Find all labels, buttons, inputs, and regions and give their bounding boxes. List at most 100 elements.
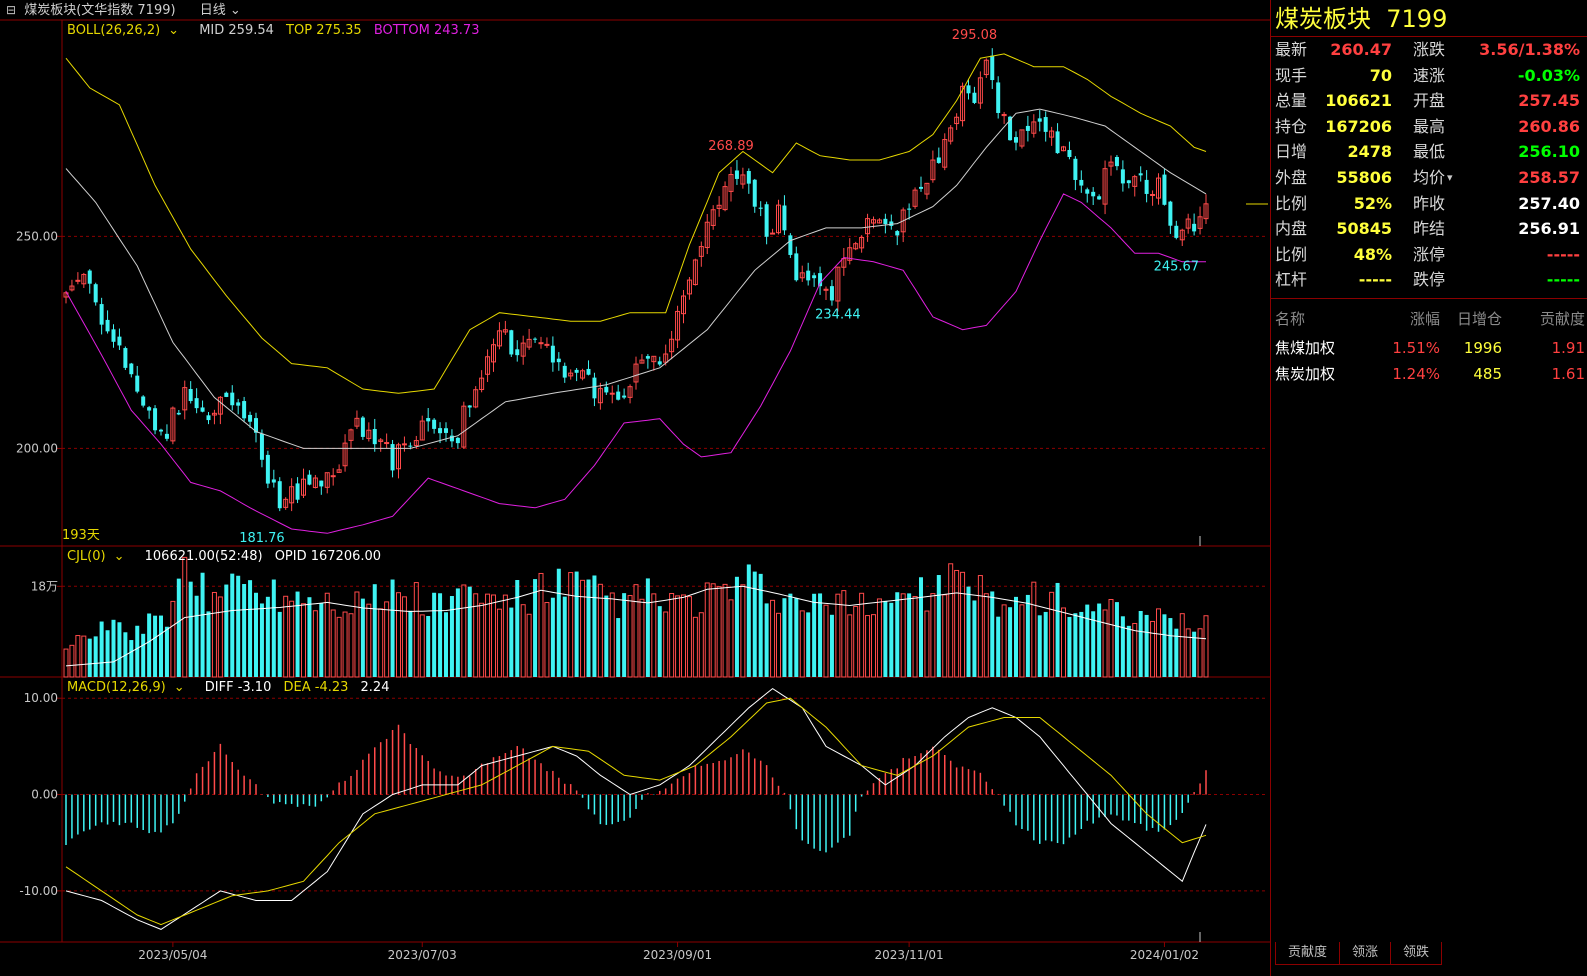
date-tick-label: 2023/09/01 (643, 948, 712, 962)
contrib-col-contrib[interactable]: 贡献度 (1539, 310, 1585, 328)
candle-body (1055, 131, 1060, 154)
candle-body (401, 443, 407, 446)
volume-bar (378, 608, 384, 678)
candle-body (1037, 118, 1042, 122)
candle-body (1097, 196, 1102, 200)
volume-bar (360, 598, 365, 677)
candle-body (883, 218, 888, 225)
volume-bar (520, 604, 526, 678)
chart-area[interactable]: 250.00 200.00 18万 10.00 0.00 -10.00 2023/05/04… (0, 0, 1270, 976)
volume-bar (164, 626, 169, 677)
candle-body (942, 139, 948, 168)
candle-body (111, 329, 116, 342)
candle-body (509, 330, 514, 355)
macd-diff-value: DIFF -3.10 (204, 680, 272, 695)
symbol-title: 煤炭板块(文华指数 7199) (24, 3, 176, 18)
candle-body (544, 343, 550, 346)
volume-bar (479, 602, 485, 678)
boll-top-line (65, 53, 1207, 394)
volume-bar (818, 593, 823, 677)
candle-body (135, 375, 140, 392)
candle-body (170, 407, 176, 442)
volume-bar (330, 609, 336, 678)
volume-bar (526, 613, 532, 678)
volume-bar (342, 611, 348, 678)
volume-bar (1031, 581, 1037, 678)
volume-bar (336, 616, 342, 678)
tab-leading-gainers[interactable]: 领涨 (1339, 942, 1392, 965)
macd-legend: MACD(12,26,9) ⌄ DIFF -3.10 DEA -4.23 2.24 (67, 680, 397, 696)
candle-body (307, 474, 312, 485)
contrib-col-name[interactable]: 名称 (1275, 310, 1306, 328)
boll-indicator-name[interactable]: BOLL(26,26,2) ⌄ (67, 23, 187, 38)
candle-body (698, 246, 704, 257)
volume-bar (1108, 598, 1114, 678)
candle-body (123, 348, 128, 368)
volume-bar (496, 608, 502, 678)
candle-body (681, 295, 686, 315)
contrib-col-change[interactable]: 涨幅 (1409, 310, 1440, 328)
quote-value: 260.47 (1330, 40, 1392, 59)
candle-body (788, 235, 793, 255)
contrib-col-oi[interactable]: 日增仓 (1456, 310, 1502, 328)
candle-body (413, 440, 419, 447)
candle-body (188, 388, 193, 402)
dropdown-caret-icon[interactable]: ▾ (1447, 171, 1453, 184)
quote-label: 比例 (1275, 193, 1308, 213)
candle-body (330, 475, 336, 478)
quote-row: 持仓 167206 最高 260.86 (1271, 114, 1587, 140)
volume-bar (889, 602, 894, 677)
tab-contribution[interactable]: 贡献度 (1275, 942, 1341, 965)
candle-body (319, 480, 324, 487)
candle-body (1197, 216, 1203, 229)
volume-bar (1138, 610, 1143, 677)
period-selector[interactable]: 日线 ⌄ (200, 3, 241, 18)
volume-bar (502, 594, 508, 678)
volume-bar (609, 592, 615, 678)
candle-body (533, 338, 538, 340)
candle-body (93, 284, 98, 303)
volume-bar (1162, 614, 1167, 677)
boll-bottom-line (65, 193, 1206, 534)
volume-bar (224, 584, 229, 677)
candle-body (194, 398, 199, 409)
candle-body (75, 279, 81, 282)
candle-body (467, 405, 472, 408)
candle-body (224, 392, 229, 397)
quote-label: 比例 (1275, 244, 1308, 264)
candle-body (211, 412, 217, 416)
macd-name-label: MACD(12,26,9) (67, 680, 166, 695)
candle-body (360, 417, 365, 437)
contrib-oi: 485 (1473, 365, 1502, 383)
volume-bar (1120, 616, 1125, 677)
volume-bar (550, 597, 555, 677)
candle-body (438, 428, 443, 434)
candle-body (835, 266, 841, 302)
candle-body (419, 420, 425, 441)
candle-body (254, 418, 258, 433)
quote-value: 3.56/1.38% (1479, 40, 1580, 59)
candle-body (586, 368, 591, 375)
candle-body (1102, 168, 1108, 205)
price-tick-label: 200.00 (16, 441, 58, 455)
volume-bar (170, 600, 176, 678)
volume-bar (657, 606, 662, 677)
volume-bar (586, 579, 591, 677)
candle-body (746, 170, 751, 184)
candle-body (485, 356, 491, 375)
volume-bar (265, 596, 270, 677)
macd-indicator-name[interactable]: MACD(12,26,9) ⌄ (67, 680, 193, 695)
candle-body (1179, 229, 1185, 241)
days-label: 193天 (62, 528, 100, 543)
contrib-value: 1.91 (1551, 339, 1585, 357)
volume-bar (996, 616, 1001, 677)
window-icon[interactable]: ⊟ (6, 3, 17, 17)
volume-bar (63, 648, 69, 678)
volume-bar (413, 582, 419, 678)
candle-body (990, 55, 995, 81)
tab-leading-losers[interactable]: 领跌 (1390, 942, 1443, 965)
volume-bar (176, 578, 181, 677)
volume-indicator-name[interactable]: CJL(0) ⌄ (67, 549, 132, 564)
volume-bar (1025, 594, 1030, 677)
volume-bar (1156, 608, 1161, 678)
